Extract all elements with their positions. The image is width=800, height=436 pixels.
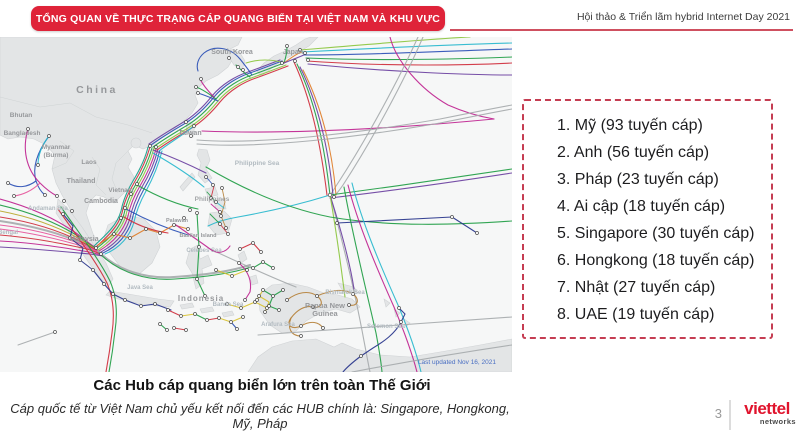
hub-list-item-1: 1. Mỹ (93 tuyến cáp)	[557, 117, 703, 134]
label-java-sea: Java Sea	[127, 285, 153, 291]
header-rule	[450, 29, 793, 31]
slide-title: TỔNG QUAN VỀ THỰC TRẠNG CÁP QUANG BIỂN T…	[35, 12, 441, 25]
label-banda-sea: Banda Sea	[213, 302, 244, 308]
label-malaysia: Malaysia	[69, 236, 98, 243]
viettel-logo-networks: networks	[759, 417, 796, 426]
label-japan: Japan	[283, 49, 303, 56]
label-laos: Laos	[81, 159, 97, 166]
label-bismarck-sea: Bismarck Sea	[325, 290, 365, 296]
slide-title-pill: TỔNG QUAN VỀ THỰC TRẠNG CÁP QUANG BIỂN T…	[31, 6, 445, 31]
hub-list-item-8: 8. UAE (19 tuyến cáp)	[557, 306, 715, 323]
label-papua-new-guinea: Papua New	[305, 301, 345, 310]
map-labels: China South Korea Japan Taiwan Bhutan Ba…	[0, 49, 496, 366]
label-basilan-island: Basilan Island	[180, 233, 217, 239]
hub-list-item-6: 6. Hongkong (18 tuyến cáp)	[557, 252, 755, 269]
label-indonesia: Indonesia	[178, 294, 224, 303]
label-bangladesh: Bangladesh	[4, 130, 41, 137]
label-taiwan: Taiwan	[178, 130, 201, 137]
hub-list-item-2: 2. Anh (56 tuyến cáp)	[557, 144, 710, 161]
label-philippine-sea: Philippine Sea	[235, 160, 280, 167]
hub-list-box: 1. Mỹ (93 tuyến cáp) 2. Anh (56 tuyến cá…	[522, 99, 773, 339]
label-andaman-sea: Andaman Sea	[28, 206, 68, 212]
label-thailand: Thailand	[67, 178, 96, 185]
label-cambodia: Cambodia	[84, 198, 118, 205]
hub-list-item-3: 3. Pháp (23 tuyến cáp)	[557, 171, 719, 188]
hub-list-item-7: 7. Nhật (27 tuyến cáp)	[557, 279, 716, 296]
label-palawan: Palawan	[166, 218, 189, 224]
landing-points	[6, 44, 479, 358]
hub-list-item-5: 5. Singapore (30 tuyến cáp)	[557, 225, 755, 242]
label-myanmar: Myanmar	[42, 144, 71, 151]
label-south-korea: South Korea	[211, 49, 253, 56]
hub-list-item-4: 4. Ai cập (18 tuyến cáp)	[557, 198, 726, 215]
label-solomon-sea: Solomon Sea	[367, 324, 406, 330]
label-bhutan: Bhutan	[10, 112, 32, 119]
map-last-updated: Last updated Nov 16, 2021	[418, 359, 496, 366]
viettel-logo: viettel networks	[738, 399, 796, 427]
event-name: Hội thảo & Triển lãm hybrid Internet Day…	[576, 11, 790, 23]
label-philippines: Philippines	[195, 196, 230, 203]
page-number: 3	[714, 406, 722, 421]
label-vietnam: Vietnam	[108, 187, 133, 194]
viettel-logo-wordmark: viettel	[744, 399, 790, 418]
map-caption-subtitle: Cáp quốc tế từ Việt Nam chủ yếu kết nối …	[10, 401, 510, 431]
label-celebes-sea: Celebes Sea	[186, 248, 222, 254]
label-bay-of-bengal: Bengal	[0, 230, 18, 236]
footer-divider	[729, 400, 731, 430]
label-myanmar-2: (Burma)	[44, 152, 69, 159]
label-papua-new-guinea-2: Guinea	[312, 309, 338, 318]
map-caption-title: Các Hub cáp quang biển lớn trên toàn Thế…	[93, 377, 431, 394]
label-china: China	[76, 84, 118, 96]
label-arafura-sea: Arafura Sea	[261, 322, 295, 328]
submarine-cable-map: China South Korea Japan Taiwan Bhutan Ba…	[0, 37, 512, 372]
cable-lines	[0, 37, 512, 372]
